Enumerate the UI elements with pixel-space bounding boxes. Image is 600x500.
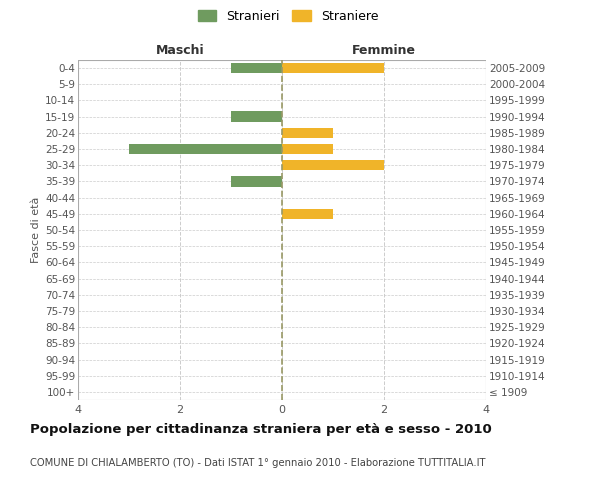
Bar (231, 176, 282, 186)
Bar (231, 63, 282, 74)
Bar (282, 63, 384, 74)
Y-axis label: Fasce di età: Fasce di età (31, 197, 41, 263)
Bar (282, 208, 333, 219)
Legend: Stranieri, Straniere: Stranieri, Straniere (194, 6, 382, 26)
Text: Femmine: Femmine (352, 44, 416, 58)
Bar (129, 144, 282, 154)
Bar (282, 160, 384, 170)
Text: COMUNE DI CHIALAMBERTO (TO) - Dati ISTAT 1° gennaio 2010 - Elaborazione TUTTITAL: COMUNE DI CHIALAMBERTO (TO) - Dati ISTAT… (30, 458, 485, 468)
Text: Maschi: Maschi (155, 44, 205, 58)
Text: Popolazione per cittadinanza straniera per età e sesso - 2010: Popolazione per cittadinanza straniera p… (30, 422, 492, 436)
Bar (231, 112, 282, 122)
Bar (282, 128, 333, 138)
Bar (282, 144, 333, 154)
